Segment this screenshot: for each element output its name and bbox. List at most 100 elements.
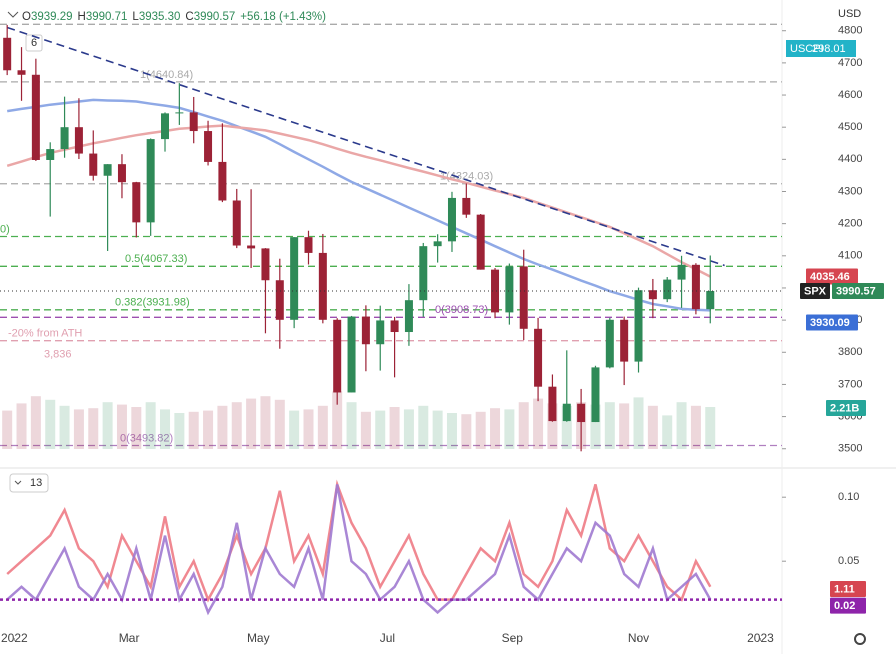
uscpi-name: USCPI [790,43,824,55]
candle-body [117,164,126,183]
candle-body [634,290,643,362]
x-tick-label: May [247,631,270,645]
candle-body [361,316,370,345]
volume-bar [561,405,572,449]
settings-icon[interactable] [854,633,866,645]
candle-body [17,70,26,75]
candle-body [275,280,284,320]
header-item: C [185,11,193,23]
volume-bar [59,405,70,449]
header-item: 3990.71 [86,11,128,23]
lower-badge-box[interactable] [9,473,49,493]
volume-bar [662,415,673,449]
candle-body [534,328,543,387]
volume-bar [274,399,285,449]
volume-bar [676,402,687,449]
candle-body [591,367,600,423]
level-label: -20% from ATH [8,328,82,340]
candle-body [519,266,528,329]
symbol-label-box [800,282,830,299]
volume-bar [260,396,271,449]
candle-body [605,319,614,368]
candle-body [347,316,356,393]
candle-body [706,290,715,310]
candle-body [390,320,399,333]
level-label: 0.382(3931.98) [115,297,190,309]
candle-body [691,264,700,310]
y-tick-label: 4600 [838,89,862,101]
candle-body [161,113,170,140]
header-item: L [132,11,139,23]
candle-body [290,237,299,320]
header-item: O [22,11,31,23]
oscillator-line [6,484,712,616]
volume-bar [45,399,56,449]
candle-body [648,290,657,300]
volume-bar [332,391,343,449]
volume-bar [547,403,558,449]
trendline [6,26,725,267]
candle-body [31,74,40,160]
candle-body [505,266,514,313]
candle-body [218,161,227,201]
oscillator-line [6,479,712,603]
ma100-label: 3930.09 [810,317,850,329]
lower-badge: 13 [30,477,42,489]
collapse-icon[interactable] [7,11,19,18]
candle-body [404,300,413,333]
candle-body [304,237,313,253]
volume-bar [30,396,41,449]
volume-bar [432,410,443,449]
candle-body [103,164,112,176]
level-label: 0.5(4067.33) [125,253,187,265]
volume-bar [705,407,716,449]
level-label: 0) [0,223,10,235]
lower-level-label: 0.02 [834,600,855,612]
volume-bar [418,405,429,449]
volume-bar [461,414,472,449]
ma200-label: 4035.46 [810,271,850,283]
candle-body [60,127,69,150]
ma100-label-box [806,314,858,331]
candle-body [577,403,586,423]
candle-body [491,269,500,313]
candle-body [476,214,485,270]
lower-collapse[interactable] [14,480,22,485]
candle-body [46,149,55,160]
volume-bar [346,402,357,449]
candle-body [333,319,342,393]
volume-bar [647,405,658,449]
candle-body [663,279,672,300]
volume-bar [446,413,457,449]
volume-bar [217,405,228,449]
volume-bar [2,410,13,449]
candle-body [232,200,241,246]
volume-bar [88,408,99,449]
volume-bar [303,409,314,449]
currency[interactable]: USD [838,8,861,20]
candle-body [204,131,213,162]
volume-bar [16,403,27,449]
moving-average [7,98,711,312]
lower-value-label-box [830,581,866,597]
candle-body [261,248,270,281]
header-item: 3939.29 [31,11,73,23]
candle-body [677,264,686,280]
candle-body [132,182,141,223]
y-tick-label: 4100 [838,250,862,262]
y-tick-label: 4300 [838,185,862,197]
volume-bar [131,407,142,449]
badge-box[interactable] [25,34,43,52]
candle-body [247,245,256,249]
header-item: H [78,11,86,23]
price-label-box [832,282,884,299]
candle-body [447,197,456,242]
volume-bar [174,413,185,449]
volume-bar [475,411,486,449]
header-item: 3935.30 [139,11,181,23]
candle-body [419,246,428,301]
x-tick-label: 2022 [1,631,28,645]
candle-body [620,319,629,362]
volume-bar [518,402,529,449]
volume-bar [116,404,127,449]
